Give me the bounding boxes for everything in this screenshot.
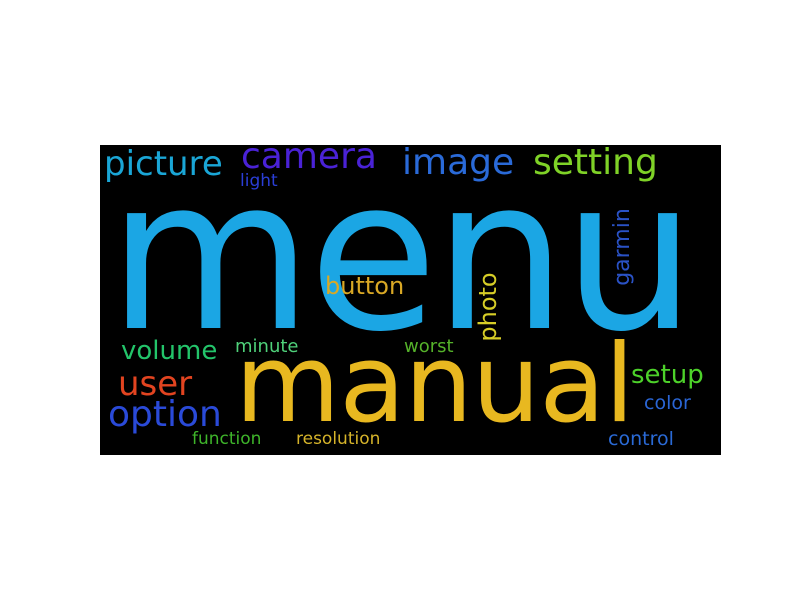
word-photo: photo (474, 272, 502, 342)
word-option: option (108, 394, 222, 435)
word-setup: setup (631, 360, 704, 390)
word-volume: volume (121, 336, 218, 366)
word-setting: setting (533, 145, 658, 183)
word-manual: manual (235, 322, 634, 447)
word-camera: camera (241, 145, 377, 177)
word-resolution: resolution (296, 429, 381, 449)
word-garmin: garmin (610, 208, 635, 286)
word-control: control (608, 428, 674, 450)
word-user: user (118, 364, 193, 404)
word-color: color (644, 392, 691, 414)
word-button: button (325, 272, 405, 300)
word-image: image (402, 145, 515, 183)
word-menu: menu (108, 145, 696, 378)
word-light: light (240, 171, 278, 191)
word-cloud: menu manual picture camera image setting… (100, 145, 721, 455)
word-function: function (192, 429, 262, 449)
word-picture: picture (104, 145, 223, 184)
word-minute: minute (235, 336, 299, 357)
word-worst: worst (404, 336, 454, 357)
